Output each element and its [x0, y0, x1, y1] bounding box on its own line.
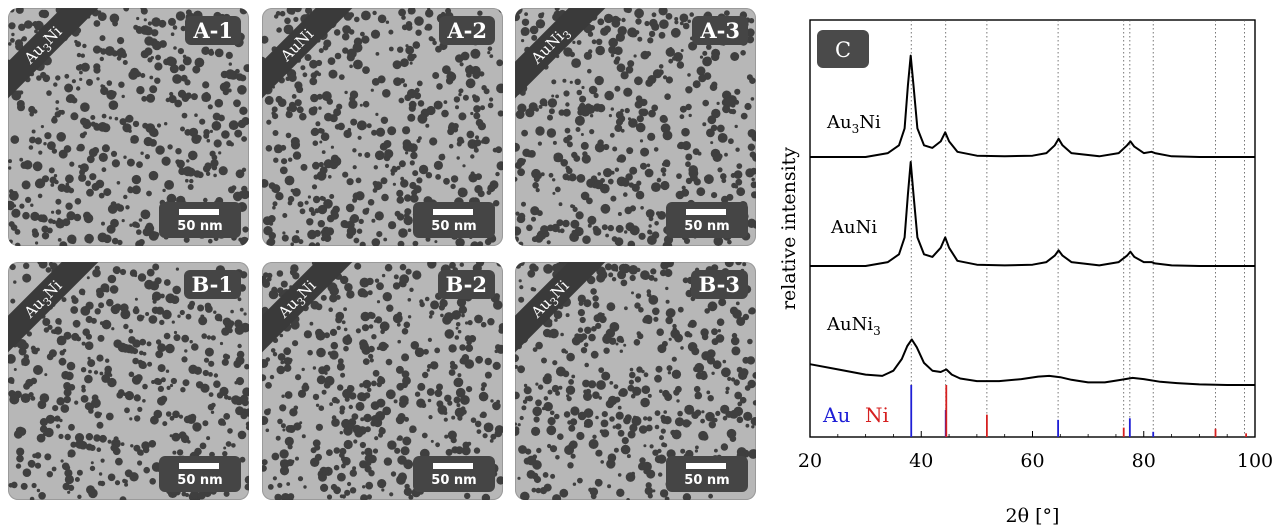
tem-panel-a-1: Au3Ni A-1 50 nm: [8, 8, 249, 246]
panel-label: C: [835, 38, 851, 62]
x-tick-label: 60: [1020, 450, 1044, 472]
scale-bar: 50 nm: [159, 456, 241, 492]
x-tick-label: 100: [1237, 450, 1273, 472]
legend-ni: Ni: [865, 403, 889, 427]
x-tick-label: 40: [909, 450, 933, 472]
x-tick-label: 80: [1132, 450, 1156, 472]
panel-label: A-1: [185, 16, 241, 45]
panel-label: A-3: [692, 16, 748, 45]
scale-bar-line: [686, 209, 726, 215]
tem-panel-b-3: Au3Ni B-3 50 nm: [515, 262, 756, 500]
scale-bar: 50 nm: [413, 202, 495, 238]
x-tick-label: 20: [798, 450, 822, 472]
legend-au: Au: [822, 403, 850, 427]
scale-bar-label: 50 nm: [177, 473, 223, 488]
scale-bar-line: [686, 463, 726, 469]
scale-bar-line: [433, 463, 473, 469]
series-label: Au3Ni: [826, 112, 881, 136]
scale-bar-label: 50 nm: [684, 473, 730, 488]
scale-bar: 50 nm: [159, 202, 241, 238]
xrd-chart: 20 40 60 80 100 2θ [°] relative intensity C Au3N…: [765, 0, 1275, 527]
series-label: AuNi3: [826, 314, 881, 338]
tem-panel-a-3: AuNi3 A-3 50 nm: [515, 8, 756, 246]
y-axis-label: relative intensity: [778, 147, 800, 310]
tem-texture: [262, 8, 503, 246]
panel-label: B-2: [437, 270, 495, 299]
series-line: [810, 54, 1255, 158]
series-label: AuNi: [830, 217, 877, 238]
series-line: [810, 161, 1255, 267]
scale-bar-label: 50 nm: [431, 473, 477, 488]
panel-label: B-3: [690, 270, 748, 299]
scale-bar-line: [179, 209, 219, 215]
scale-bar: 50 nm: [413, 456, 495, 492]
series-line: [809, 338, 1255, 386]
scale-bar-line: [433, 209, 473, 215]
tem-panel-a-2: AuNi A-2 50 nm: [262, 8, 503, 246]
tem-panel-b-2: Au3Ni B-2 50 nm: [262, 262, 503, 500]
tem-panel-b-1: Au3Ni B-1 50 nm: [8, 262, 249, 500]
scale-bar-label: 50 nm: [431, 219, 477, 234]
panel-label: A-2: [439, 16, 495, 45]
scale-bar-line: [179, 463, 219, 469]
panel-label: B-1: [183, 270, 241, 299]
scale-bar: 50 nm: [666, 456, 748, 492]
scale-bar-label: 50 nm: [177, 219, 223, 234]
scale-bar: 50 nm: [666, 202, 748, 238]
panel-label-box: [817, 30, 869, 68]
x-axis-label: 2θ [°]: [1006, 505, 1060, 527]
tem-texture: [515, 262, 756, 500]
scale-bar-label: 50 nm: [684, 219, 730, 234]
